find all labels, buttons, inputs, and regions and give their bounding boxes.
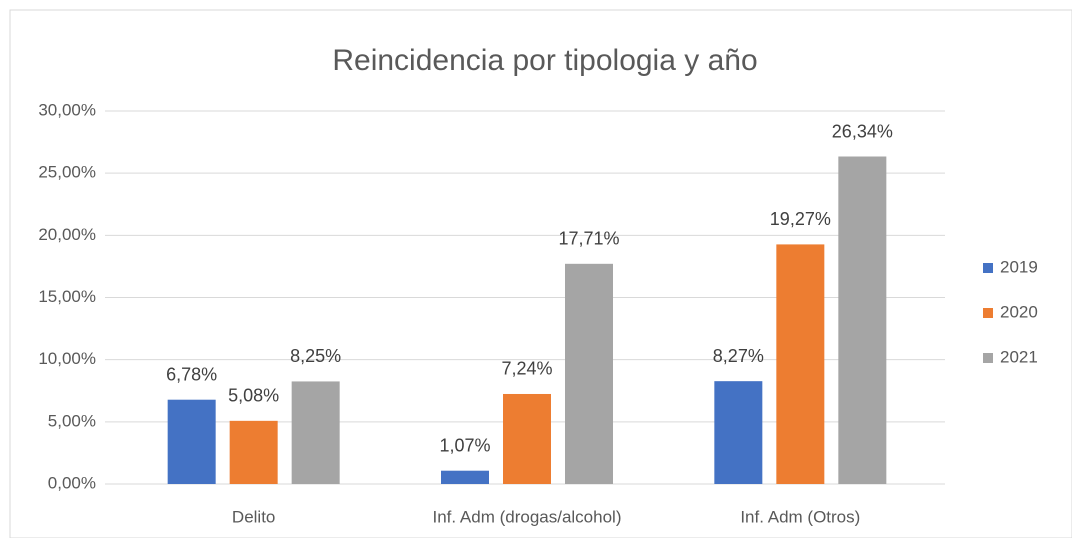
bar	[167, 399, 216, 484]
x-tick-label: Inf. Adm (drogas/alcohol)	[433, 507, 622, 526]
legend-label: 2019	[1000, 257, 1038, 276]
y-tick-label: 25,00%	[38, 163, 96, 182]
bar	[441, 470, 489, 484]
legend-label: 2020	[1000, 302, 1038, 321]
y-tick-label: 20,00%	[38, 225, 96, 244]
data-label: 1,07%	[439, 435, 490, 455]
bar	[776, 244, 825, 484]
data-label: 7,24%	[501, 359, 552, 379]
legend-swatch	[983, 353, 993, 363]
data-label: 8,27%	[713, 346, 764, 366]
x-tick-label: Inf. Adm (Otros)	[740, 507, 860, 526]
data-label: 17,71%	[558, 229, 619, 249]
bar	[714, 381, 763, 484]
data-label: 5,08%	[228, 386, 279, 406]
bar	[503, 393, 551, 484]
legend-swatch	[983, 308, 993, 318]
x-tick-label: Delito	[232, 507, 275, 526]
chart-title: Reincidencia por tipologia y año	[332, 44, 757, 77]
bar	[565, 263, 613, 484]
y-tick-label: 5,00%	[48, 411, 96, 430]
legend-swatch	[983, 263, 993, 273]
y-tick-label: 30,00%	[38, 100, 96, 119]
bar	[291, 381, 340, 484]
y-tick-label: 0,00%	[48, 473, 96, 492]
data-label: 6,78%	[166, 364, 217, 384]
y-tick-label: 15,00%	[38, 287, 96, 306]
legend-label: 2021	[1000, 347, 1038, 366]
data-label: 19,27%	[770, 209, 831, 229]
data-label: 8,25%	[290, 346, 341, 366]
data-label: 26,34%	[832, 121, 893, 141]
bar	[838, 156, 887, 485]
bar	[229, 420, 278, 484]
y-tick-label: 10,00%	[38, 349, 96, 368]
